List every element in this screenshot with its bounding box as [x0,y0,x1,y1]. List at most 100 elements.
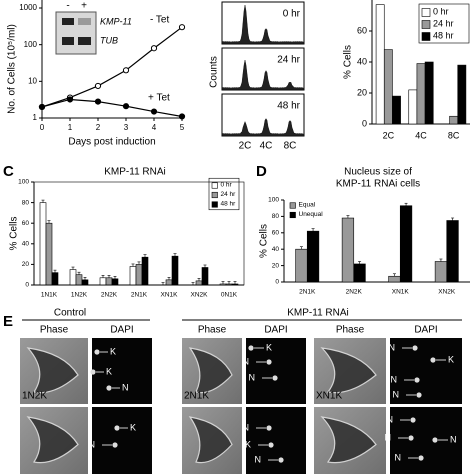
stained-body [268,442,274,448]
legend-label: 24 hr [433,18,454,28]
blot-band [78,37,91,45]
y-axis-label: No. of Cells (10⁵/ml) [7,24,18,114]
group-label: KMP-11 RNAi [287,308,349,319]
arrow-label: N [89,439,96,449]
arrow-label: N [385,432,392,442]
cell-outline [320,347,377,394]
x-tick-label: 2N2K [101,292,118,299]
blot-band [62,37,74,45]
dapi-image [390,407,462,474]
stained-body [266,359,272,365]
arrow-label: N [387,414,394,424]
arrow-label: K [106,366,112,376]
stained-body [416,392,422,398]
chart-title: KMP-11 RNAi cells [336,179,420,190]
x-tick-label: 4 [152,123,157,132]
line [41,26,183,108]
y-tick-label: 0 [362,118,367,128]
timepoint-label: 24 hr [277,55,300,66]
column-header: Phase [336,325,365,336]
stained-body [114,425,120,431]
point [94,98,102,105]
stained-body [414,377,420,383]
band-label: KMP-11 [100,16,132,26]
legend-swatch [211,201,218,208]
plot-frame [33,181,245,286]
cell-type-label: 1N2K [22,391,47,402]
y-tick-label: 100 [24,40,38,49]
point [122,103,130,110]
cell-outline [188,347,233,394]
stained-body [90,369,96,375]
stained-body [94,349,100,355]
bar [449,115,459,125]
arrow-label: K [448,354,454,364]
legend-label: 0 hr [433,6,449,16]
bar [99,277,107,286]
bar [375,4,385,125]
cell-type-label: XN1K [316,391,342,402]
bar [69,269,77,286]
bar [388,275,401,283]
bar [457,64,467,125]
chart-title: KMP-11 RNAi [104,167,166,178]
histogram-trace [221,59,305,91]
panel-letter: C [3,163,14,180]
blot-band [78,18,91,25]
column-header: Phase [198,325,227,336]
ploidy-label: 8C [284,141,297,152]
bar [51,272,59,286]
histogram-frame [221,1,305,45]
x-tick-label: 3 [124,123,129,132]
point [178,113,186,120]
y-axis-label: % Cells [259,224,270,258]
stained-body [430,357,436,363]
cell-outline [188,416,233,464]
x-tick-label: XN2K [191,292,209,299]
arrow-label: K [130,422,136,432]
point [38,103,46,111]
x-tick-label: 1 [68,123,73,132]
point [150,45,158,52]
bar [306,230,320,283]
bar [45,222,53,286]
bar [353,263,366,283]
ploidy-label: 4C [260,141,273,152]
lane-label: + [81,1,87,12]
bar [195,280,203,286]
chart-title: Nucleus size of [344,167,412,178]
bar [81,279,89,286]
legend-label: 24 hr [221,191,237,198]
legend-label: 48 hr [221,201,237,208]
x-tick-label: 2N2K [346,289,363,296]
arrow-label: K [245,439,251,449]
x-tick-label: 1N2K [71,292,88,299]
arrow-label: N [122,382,129,392]
bar [105,277,113,286]
series-label: + Tet [148,93,170,104]
y-tick-label: 80 [22,199,30,206]
y-tick-label: 60 [272,230,280,237]
bar [383,49,393,125]
column-header: DAPI [264,325,287,336]
cell-outline [320,416,377,464]
legend-swatch [421,32,431,41]
bar [424,61,434,125]
column-header: DAPI [414,325,437,336]
bar [141,256,149,286]
stained-body [418,455,424,461]
legend-swatch [421,8,431,17]
bar [75,274,83,286]
x-tick-label: 1N1K [41,292,58,299]
stained-body [106,385,112,391]
arrow-label: N [389,342,396,352]
arrow-label: N [243,356,250,366]
column-header: Phase [40,325,69,336]
stained-body [112,442,118,448]
y-tick-label: 20 [22,261,30,268]
x-tick-label: XN2K [438,289,456,296]
y-tick-label: 1000 [19,3,37,12]
y-tick-label: 60 [357,25,367,35]
bar [392,95,401,125]
point [150,108,158,115]
